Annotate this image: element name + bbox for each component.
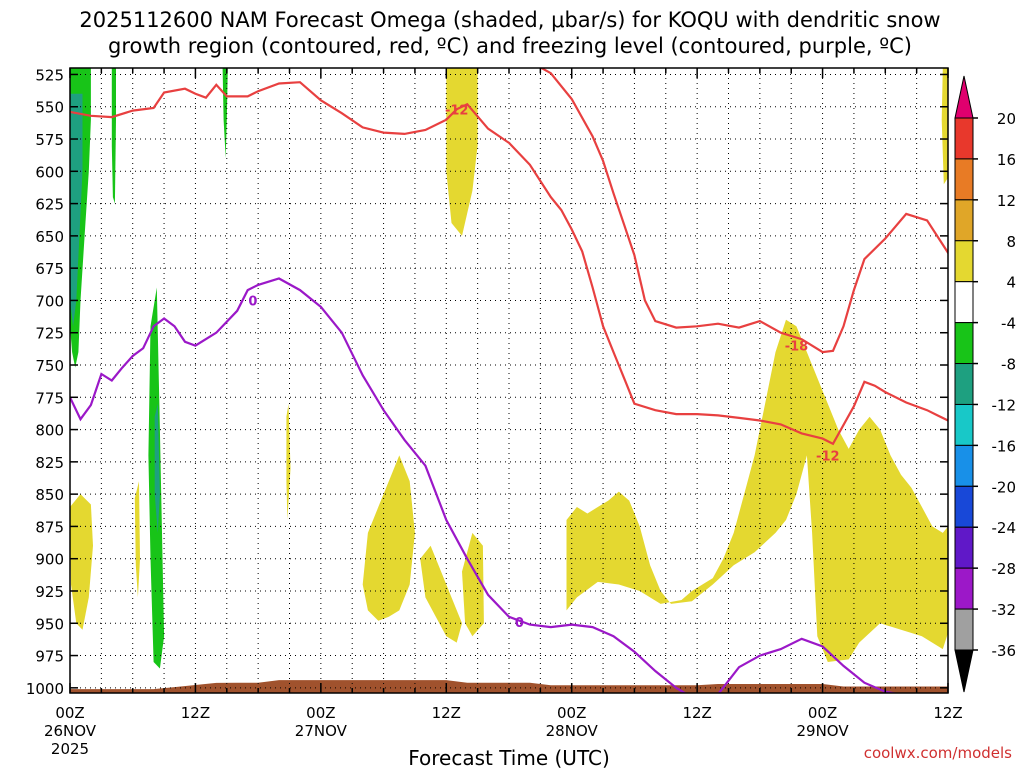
omega-region-6 [70,494,93,630]
omega-region-5 [154,403,160,533]
colorbar-label-3: 8 [1006,233,1016,251]
ytick-label-550: 550 [35,99,64,117]
ytick-label-850: 850 [35,486,64,504]
ytick-label-775: 775 [35,389,64,407]
colorbar-bin-10 [954,526,974,569]
ytick-label-600: 600 [35,163,64,181]
colorbar-bin-9 [954,485,974,528]
xtick-date-0: 26NOV [44,722,97,740]
contour-label-0: -12 [445,103,469,118]
colorbar-label-0: 20 [997,110,1016,128]
xtick-date-6: 29NOV [797,722,850,740]
omega-shading [70,68,948,669]
omega-region-7 [134,481,140,598]
xtick-label-5: 12Z [682,704,711,722]
colorbar-label-5: -4 [1001,315,1016,333]
colorbar-bin-7 [954,403,974,446]
contour-line-2 [70,277,899,693]
omega-region-14 [941,68,948,185]
colorbar-label-9: -20 [992,478,1017,496]
colorbar-bin-6 [954,363,974,405]
ytick-label-700: 700 [35,292,64,310]
colorbar-label-4: 4 [1006,274,1016,292]
ytick-label-650: 650 [35,228,64,246]
omega-region-11 [420,545,462,643]
xtick-date-2: 27NOV [295,722,348,740]
chart-title-line2: growth region (contoured, red, ºC) and f… [108,34,912,58]
xtick-label-0: 00Z [55,704,84,722]
contour-label-3: 0 [248,294,257,309]
colorbar-label-7: -12 [992,396,1017,414]
x-axis-label: Forecast Time (UTC) [408,746,610,768]
ytick-label-800: 800 [35,422,64,440]
ytick-label-675: 675 [35,260,64,278]
contour-label-1: -12 [816,449,840,464]
ytick-label-975: 975 [35,648,64,666]
omega-region-2 [111,68,116,204]
colorbar-label-2: 12 [997,192,1016,210]
omega-region-13 [566,319,948,662]
contour-label-2: -18 [785,340,809,355]
ytick-label-575: 575 [35,131,64,149]
contour-lines: -12 -12 -18 0 0 [70,68,948,693]
ytick-label-1000: 1000 [26,680,64,698]
contour-label-4: 0 [515,616,524,631]
colorbar-bin-3 [954,240,974,283]
credit-text: coolwx.com/models [864,744,1012,762]
ytick-label-900: 900 [35,551,64,569]
xtick-label-1: 12Z [181,704,210,722]
omega-region-3 [222,68,228,159]
ytick-label-825: 825 [35,454,64,472]
ytick-label-950: 950 [35,615,64,633]
colorbar-bin-11 [954,567,974,610]
omega-region-10 [362,455,415,621]
ytick-label-525: 525 [35,66,64,84]
colorbar-label-10: -24 [992,519,1017,537]
colorbar-top-arrow [954,75,974,119]
colorbar-bin-4 [954,281,974,324]
colorbar-label-13: -36 [992,642,1017,660]
xtick-label-3: 12Z [432,704,461,722]
xtick-label-4: 00Z [557,704,586,722]
colorbar-label-6: -8 [1001,356,1016,374]
xtick-label-2: 00Z [306,704,335,722]
colorbar-bin-8 [954,444,974,487]
omega-region-9 [446,68,478,236]
colorbar-bin-12 [954,608,974,651]
xtick-label-7: 12Z [933,704,962,722]
colorbar-bin-5 [954,322,974,365]
colorbar-label-11: -28 [992,560,1017,578]
xtick-date-4: 28NOV [546,722,599,740]
y-axis-ticks: 525 550 575 600 625 650 675 700 725 750 775 800 825 8… [26,66,948,698]
colorbar-bin-2 [954,199,974,242]
colorbar-label-1: 16 [997,151,1016,169]
colorbar-bin-0 [954,117,974,160]
chart-title-line1: 2025112600 NAM Forecast Omega (shaded, μ… [79,8,940,32]
omega-region-12 [462,532,484,637]
colorbar-label-8: -16 [992,437,1017,455]
colorbar-label-12: -32 [992,601,1017,619]
omega-region-8 [286,403,291,520]
colorbar: 20 16 12 8 4 -4 -8 -12 -16 -20 -24 -28 -32 -36 [954,75,1017,693]
ytick-label-875: 875 [35,518,64,536]
contour-line-1 [539,68,948,354]
contour-line-0 [70,81,948,446]
colorbar-bin-1 [954,158,974,201]
ytick-label-750: 750 [35,357,64,375]
ytick-label-925: 925 [35,583,64,601]
ytick-label-625: 625 [35,196,64,214]
ytick-label-725: 725 [35,325,64,343]
colorbar-bottom-arrow [954,649,974,693]
xtick-label-6: 00Z [808,704,837,722]
grid-lines [70,68,948,693]
xtick-year-0: 2025 [51,740,89,758]
